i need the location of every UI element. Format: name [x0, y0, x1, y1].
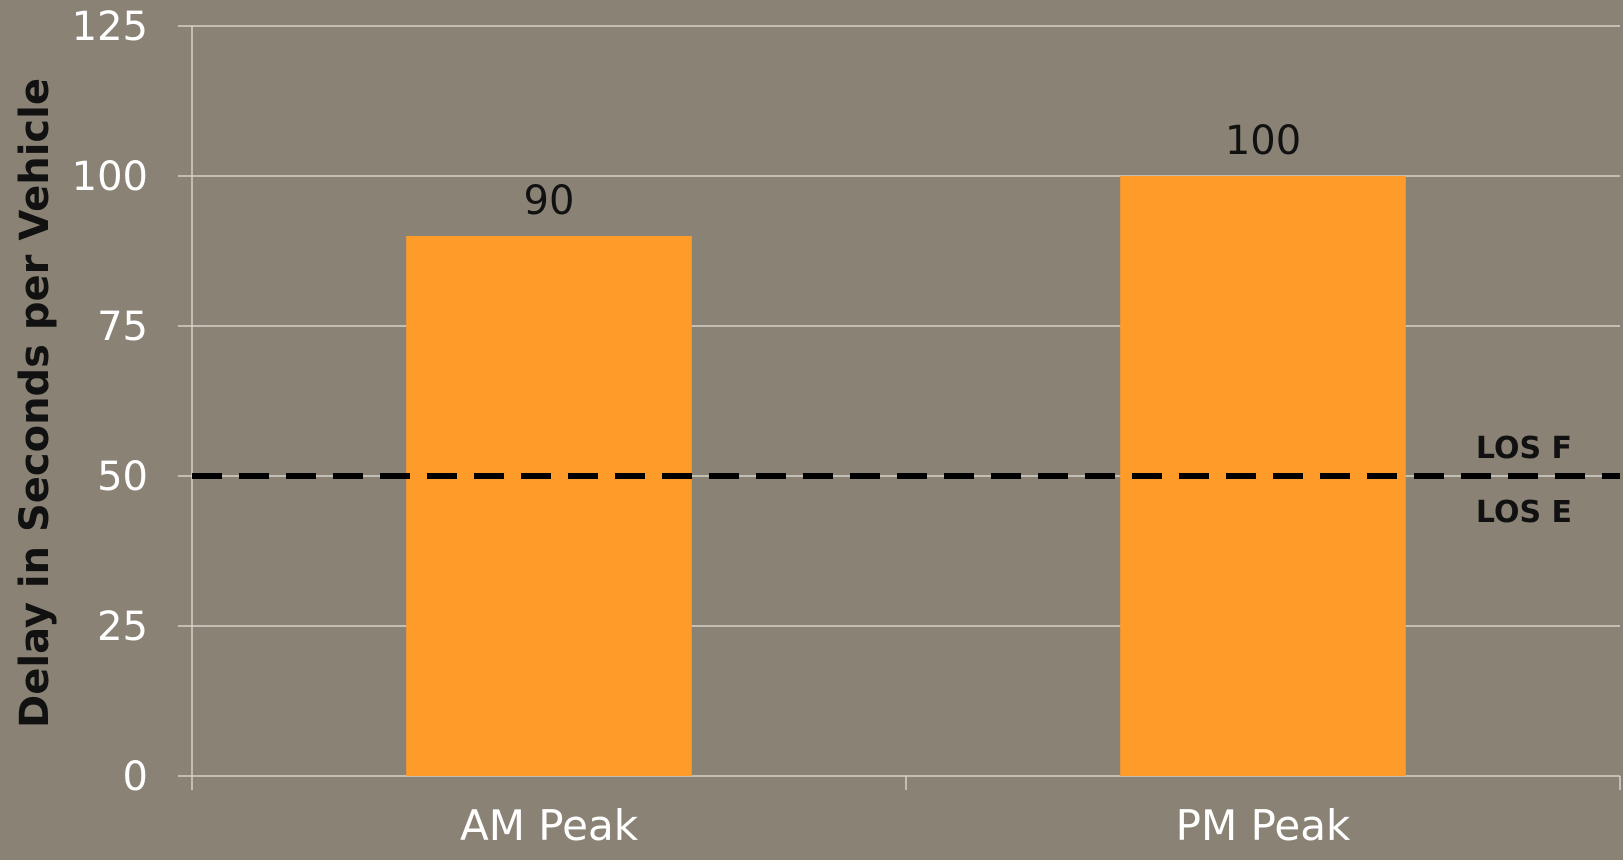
x-tick-label: AM Peak: [460, 801, 639, 850]
y-tick-label: 0: [123, 754, 148, 800]
data-label: 100: [1225, 118, 1301, 164]
data-label: 90: [524, 178, 575, 224]
y-tick-label: 25: [97, 604, 148, 650]
reference-label-below: LOS E: [1476, 495, 1572, 530]
y-axis-label: Delay in Seconds per Vehicle: [12, 78, 58, 728]
bar: [1120, 176, 1406, 776]
labels: 90 AM Peak 100 PM Peak: [460, 118, 1351, 850]
y-tick-label: 100: [72, 154, 148, 200]
y-tick-label: 75: [97, 304, 148, 350]
bars: [406, 176, 1406, 776]
y-tick-label: 50: [97, 454, 148, 500]
x-tick-label: PM Peak: [1176, 801, 1351, 850]
reference-line-group: LOS F LOS E: [192, 431, 1620, 530]
y-tick-label: 125: [72, 4, 148, 50]
y-axis-ticks: 0 25 50 75 100 125: [72, 4, 192, 800]
bar: [406, 236, 692, 776]
reference-label-above: LOS F: [1476, 431, 1572, 466]
